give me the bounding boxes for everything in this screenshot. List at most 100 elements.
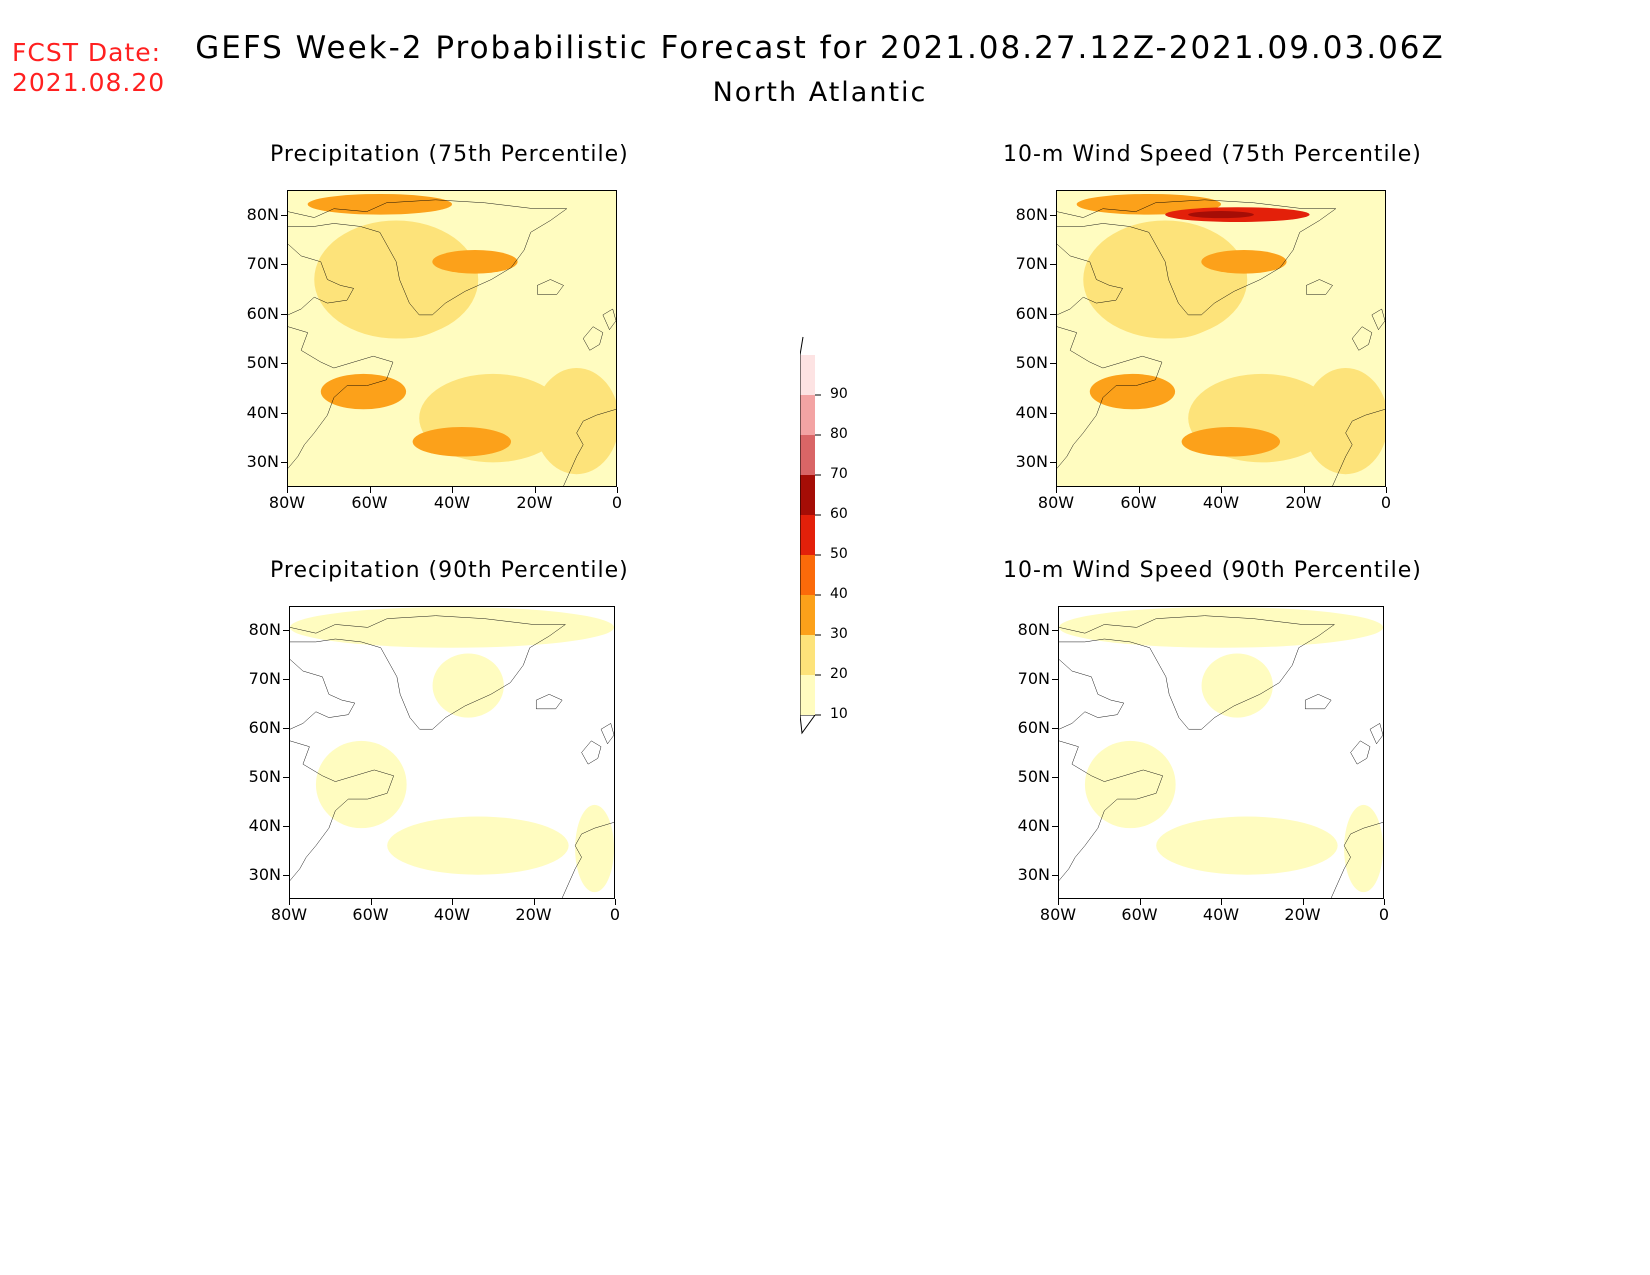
- colorbar-level-label: 20: [830, 666, 848, 682]
- lon-tick-label: 60W: [352, 905, 389, 924]
- lon-tick-mark: [534, 487, 536, 493]
- coastline: [1057, 244, 1123, 315]
- map-field: [290, 607, 614, 898]
- lat-tick-label: 70N: [248, 669, 281, 689]
- lat-tick-label: 60N: [248, 718, 281, 738]
- panel-title-wind-90: 10-m Wind Speed (90th Percentile): [1003, 558, 1422, 583]
- map-wind-75: [1056, 190, 1386, 487]
- lat-tick-label: 40N: [246, 402, 279, 422]
- colorbar-level-label: 70: [830, 466, 848, 482]
- lat-tick-label: 30N: [246, 452, 279, 472]
- coastline: [1306, 280, 1332, 295]
- colorbar-swatch: [800, 355, 815, 395]
- fcst-date-caption: FCST Date:: [12, 38, 162, 67]
- lon-tick-mark: [1221, 487, 1222, 493]
- lon-tick-mark: [1386, 487, 1387, 493]
- lat-tick-label: 50N: [248, 766, 281, 786]
- lat-tick-mark: [281, 313, 287, 315]
- colorbar-level-label: 40: [830, 586, 848, 602]
- lat-tick-label: 40N: [1015, 402, 1048, 422]
- coastline: [536, 694, 562, 709]
- coastline: [288, 200, 567, 315]
- lat-tick-mark: [283, 679, 289, 681]
- coastline: [1333, 409, 1385, 486]
- lon-tick-label: 0: [1378, 905, 1390, 924]
- lon-tick-label: 0: [611, 493, 623, 512]
- lat-tick-label: 80N: [246, 204, 279, 224]
- coastline: [1059, 616, 1334, 729]
- colorbar-swatch: [800, 635, 815, 675]
- lat-tick-label: 70N: [246, 254, 279, 274]
- shade-10-20: [432, 653, 504, 718]
- region-subtitle: North Atlantic: [712, 77, 928, 108]
- lon-tick-label: 80W: [268, 493, 306, 512]
- colorbar-extend-high: [799, 336, 804, 356]
- coastline: [290, 616, 565, 729]
- coastline: [562, 822, 614, 898]
- lat-tick-label: 40N: [248, 815, 281, 835]
- lon-tick-mark: [287, 487, 288, 493]
- lat-tick-label: 30N: [248, 864, 281, 884]
- lon-tick-label: 20W: [1284, 905, 1321, 924]
- shade-30-40: [432, 250, 518, 274]
- lon-tick-mark: [617, 487, 618, 493]
- lon-tick-mark: [1058, 899, 1059, 905]
- colorbar-svg: [799, 336, 821, 735]
- lon-tick-mark: [1139, 899, 1141, 905]
- colorbar-swatch: [800, 435, 815, 475]
- map-precip-90: [289, 606, 615, 899]
- colorbar-swatch: [800, 595, 815, 635]
- lat-tick-label: 40N: [1017, 815, 1050, 835]
- coastline: [1059, 659, 1124, 729]
- shade-20-30: [1303, 368, 1385, 475]
- lon-tick-mark: [1138, 487, 1140, 493]
- coastline: [1057, 200, 1336, 315]
- colorbar-level-label: 60: [830, 506, 848, 522]
- coastline: [603, 309, 616, 330]
- lat-tick-mark: [281, 264, 287, 266]
- lat-tick-mark: [283, 728, 289, 730]
- shade-10-20: [387, 816, 569, 875]
- lon-tick-label: 40W: [433, 493, 471, 512]
- lon-tick-label: 40W: [1202, 905, 1240, 924]
- lon-tick-label: 40W: [433, 905, 471, 924]
- map-field: [1059, 607, 1383, 898]
- colorbar-level-label: 80: [830, 426, 848, 442]
- lat-tick-mark: [281, 214, 287, 216]
- lat-tick-mark: [283, 630, 289, 632]
- lat-tick-mark: [1052, 679, 1058, 681]
- lon-tick-mark: [1221, 899, 1222, 905]
- lon-tick-label: 60W: [1121, 905, 1158, 924]
- map-field: [1057, 191, 1385, 486]
- map-field: [288, 191, 616, 486]
- shade-20-30: [1122, 279, 1221, 339]
- lat-tick-mark: [283, 825, 289, 827]
- coastline: [1351, 741, 1370, 764]
- map-precip-75: [287, 190, 617, 487]
- shade-10-20: [1201, 653, 1273, 718]
- colorbar-swatch: [800, 555, 815, 595]
- lat-tick-mark: [1052, 874, 1058, 876]
- lat-tick-mark: [1052, 630, 1058, 632]
- lat-tick-label: 70N: [1015, 254, 1048, 274]
- coastline: [1372, 309, 1385, 330]
- colorbar-swatch: [800, 675, 815, 715]
- lon-tick-mark: [615, 899, 616, 905]
- coastline: [1352, 327, 1372, 351]
- shade-10-20: [1059, 607, 1383, 648]
- shade-10-20: [575, 804, 614, 893]
- colorbar-legend: 10 20 30 40 50 60 70 80 90: [799, 335, 860, 735]
- lon-tick-mark: [1384, 899, 1385, 905]
- lat-tick-mark: [1050, 363, 1056, 365]
- coastline: [290, 659, 355, 729]
- shade-20-30: [353, 279, 452, 339]
- coastline: [582, 741, 601, 764]
- shade-30-40: [320, 373, 407, 410]
- coastline: [1331, 822, 1383, 898]
- lon-tick-label: 60W: [1120, 493, 1157, 512]
- lon-tick-mark: [1302, 899, 1304, 905]
- lat-tick-mark: [281, 462, 287, 464]
- lon-tick-label: 60W: [351, 493, 388, 512]
- page-title: GEFS Week-2 Probabilistic Forecast for 2…: [195, 30, 1445, 66]
- lat-tick-mark: [281, 412, 287, 414]
